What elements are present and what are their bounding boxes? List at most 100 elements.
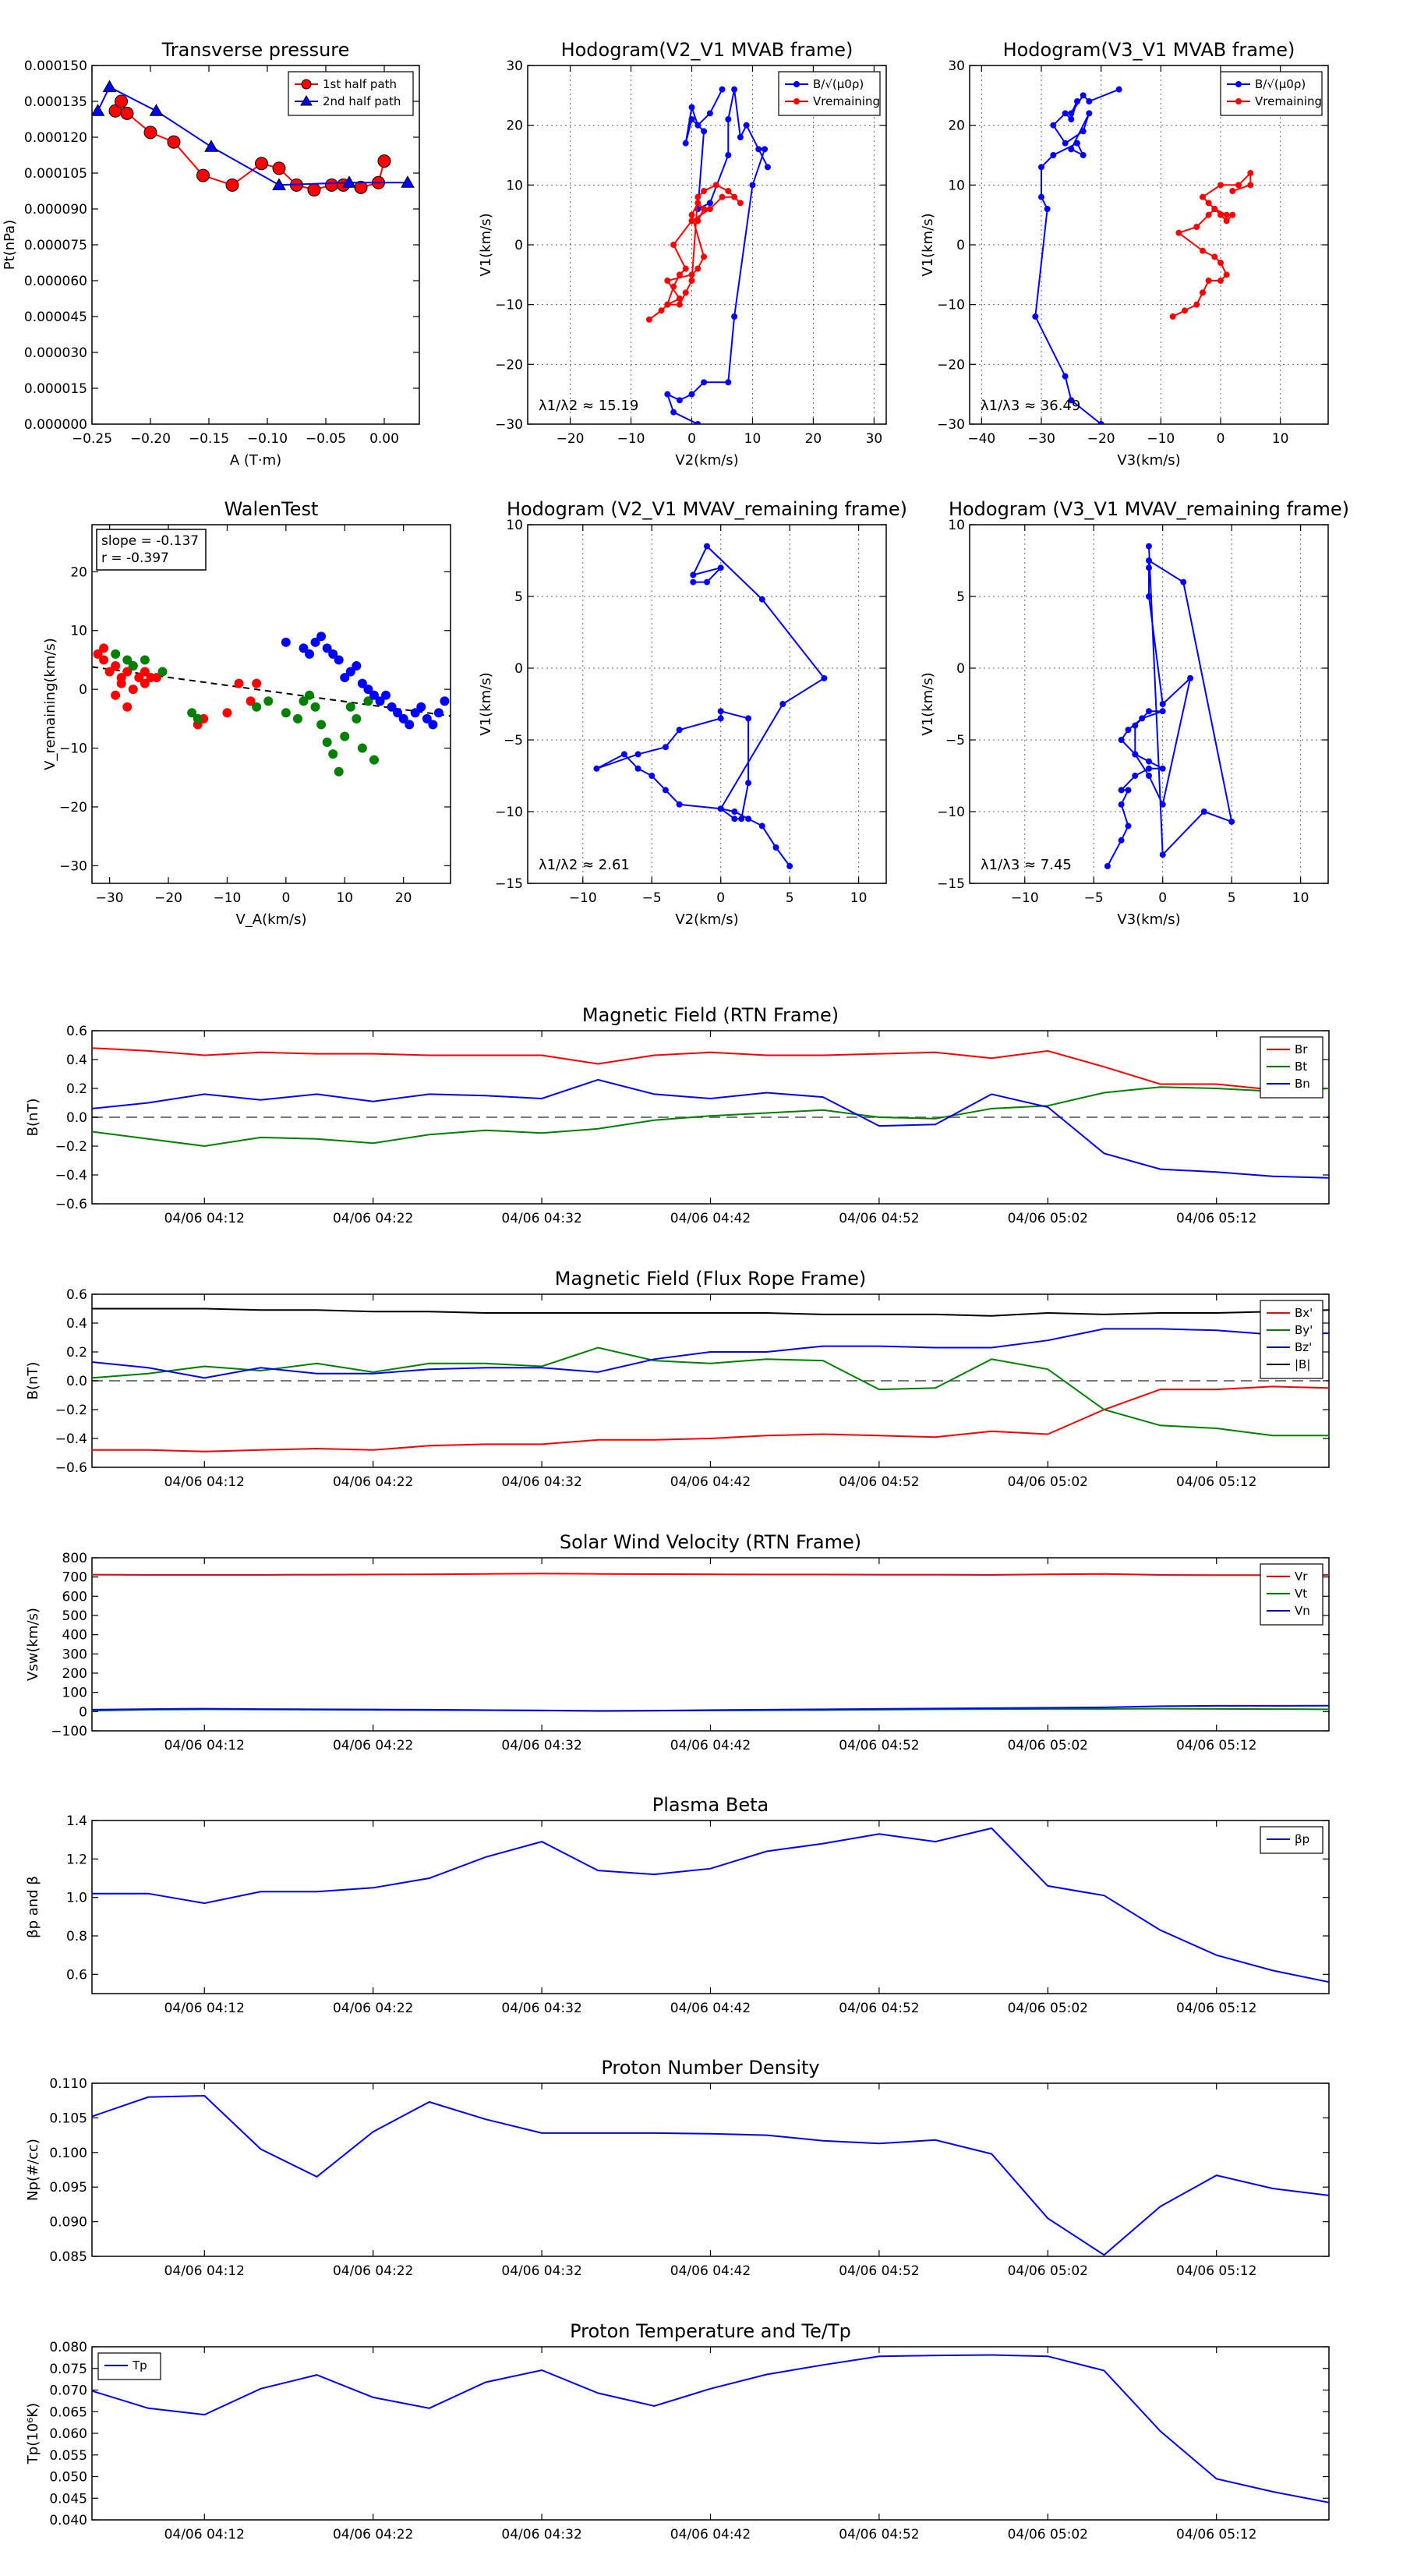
data-point [676,301,683,308]
x-tick-label: 0 [1217,431,1225,447]
series-line [92,2094,1329,2256]
data-point [764,164,771,171]
legend: Tp [97,2352,161,2380]
data-point [1080,152,1087,158]
x-tick-label: 04/06 04:22 [333,2527,413,2542]
data-point [440,696,450,706]
legend-label: Bz' [1295,1340,1312,1354]
data-point [1080,128,1087,135]
y-axis-label: Vsw(km/s) [25,1608,41,1681]
data-point [193,713,203,724]
data-point [405,720,415,730]
data-point [334,766,344,777]
data-point [682,140,689,147]
data-point [345,667,355,677]
data-point [122,655,133,665]
series-0 [1032,86,1122,424]
data-point [1139,715,1146,722]
y-tick-label: 5 [956,589,965,605]
data-point [140,667,150,677]
data-point [1125,823,1132,830]
data-point [363,696,373,706]
data-point [662,787,669,794]
data-point [281,708,291,718]
y-axis-label: V1(km/s) [920,672,936,735]
y-tick-label: −20 [59,800,87,816]
data-point [725,379,732,386]
y-tick-label: 0.060 [49,2426,87,2442]
y-tick-label: 20 [506,119,523,134]
data-point [701,128,708,135]
legend-label: 2nd half path [323,94,401,108]
data-point [204,140,218,152]
data-point [120,106,134,120]
y-tick-label: 1.4 [66,1813,87,1829]
y-tick-label: 0.000090 [24,202,87,218]
x-tick-label: 04/06 04:22 [333,1738,413,1753]
data-point [821,674,828,681]
data-point [140,678,150,688]
y-tick-label: 1.2 [66,1852,87,1867]
series-line [92,1346,1329,1437]
data-point [122,702,133,712]
y-tick-label: −0.4 [55,1168,87,1184]
data-point [670,283,677,290]
x-tick-label: 04/06 04:52 [839,1211,919,1226]
legend-label: Vremaining [813,94,880,108]
legend: Vr Vt Vn [1260,1563,1323,1626]
data-point [363,685,373,695]
data-point [645,316,652,323]
y-tick-label: −30 [937,417,965,433]
data-point [758,823,765,830]
x-tick-label: 04/06 05:12 [1176,1738,1256,1753]
x-tick-label: −0.05 [306,431,346,447]
data-point [694,122,702,129]
chart-title: Transverse pressure [161,39,350,61]
chart-walen: WalenTest −30 −20 −10 0 10 20 −30 −20 −10 0 10 20 V_A… [42,498,451,928]
data-point [99,643,109,653]
x-tick-label: 04/06 04:22 [333,1474,413,1490]
data-point [322,738,332,748]
data-point [731,816,738,823]
x-tick-label: 04/06 04:22 [333,2001,413,2016]
x-tick-label: −10 [1011,890,1039,906]
data-point [1074,140,1080,147]
x-tick-label: −40 [967,431,995,447]
x-tick-label: 04/06 04:52 [839,1738,919,1753]
legend-label: βp [1295,1832,1309,1846]
y-tick-label: 0.000000 [24,417,87,433]
plot-area [1104,543,1235,869]
data-point [719,86,726,93]
data-point [717,708,724,715]
data-point [694,218,702,225]
data-point [1050,152,1057,158]
y-axis-label: V1(km/s) [920,213,936,276]
data-point [255,157,268,171]
series-1 [92,1086,1329,1148]
data-point [688,104,695,111]
x-tick-label: 04/06 04:32 [501,1211,581,1226]
data-point [1187,674,1194,681]
y-tick-label: 100 [62,1686,87,1701]
data-point [140,655,150,665]
x-axis-label: V2(km/s) [675,452,738,469]
data-point [725,116,732,122]
data-point [1217,182,1224,189]
x-tick-label: 04/06 05:02 [1008,1474,1088,1490]
data-point [690,579,697,586]
data-point [1217,260,1224,266]
data-point [352,713,362,724]
data-point [682,289,689,296]
data-point [116,678,126,688]
y-tick-label: 0 [956,238,965,253]
data-point [316,720,327,730]
data-point [1223,218,1230,225]
legend-label: Vremaining [1255,94,1322,108]
data-point [731,193,738,200]
series-1 [1169,170,1254,320]
series-1 [645,182,744,323]
data-point [334,655,344,665]
series-2 [92,1704,1329,1712]
x-tick-label: 04/06 04:42 [670,1211,751,1226]
x-tick-label: 04/06 05:02 [1008,2001,1088,2016]
